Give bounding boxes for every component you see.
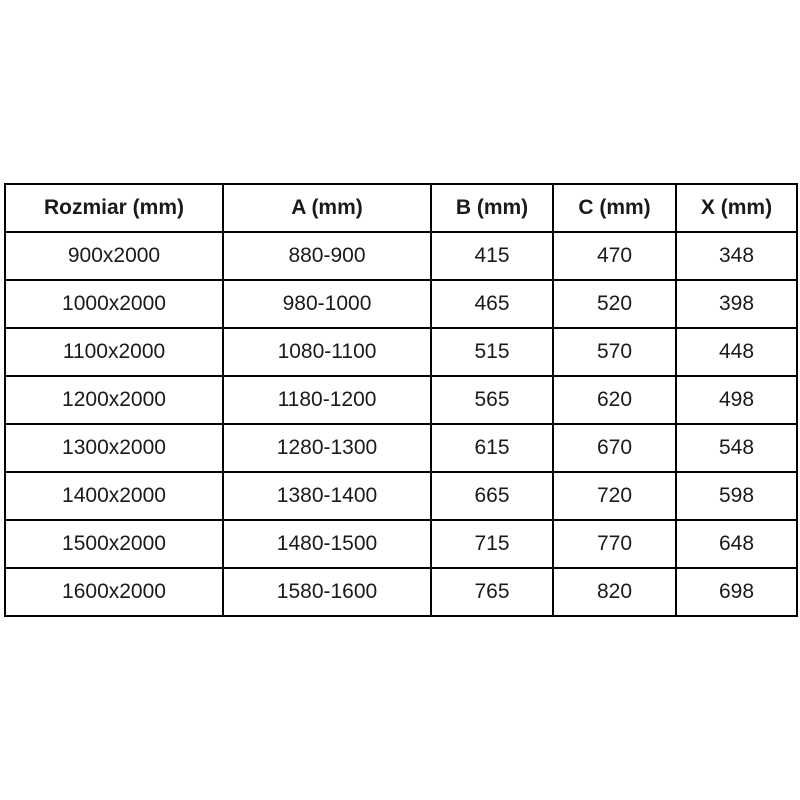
table-cell: 515 [430,327,554,377]
table-cell: 900x2000 [4,231,224,281]
table-row: 1500x2000 1480-1500 715 770 648 [4,519,798,569]
table-cell: 1580-1600 [222,567,432,617]
table-cell: 698 [675,567,798,617]
table-cell: 715 [430,519,554,569]
table-cell: 570 [552,327,677,377]
table-cell: 615 [430,423,554,473]
table-cell: 765 [430,567,554,617]
column-header-b: B (mm) [430,183,554,233]
header-row: Rozmiar (mm) A (mm) B (mm) C (mm) X (mm) [4,183,798,233]
table-cell: 820 [552,567,677,617]
table-cell: 648 [675,519,798,569]
table-row: 900x2000 880-900 415 470 348 [4,231,798,281]
column-header-c: C (mm) [552,183,677,233]
table-cell: 465 [430,279,554,329]
table-cell: 1180-1200 [222,375,432,425]
table-row: 1400x2000 1380-1400 665 720 598 [4,471,798,521]
table-cell: 1000x2000 [4,279,224,329]
table-cell: 1500x2000 [4,519,224,569]
table-cell: 520 [552,279,677,329]
column-header-a: A (mm) [222,183,432,233]
size-table-body: 900x2000 880-900 415 470 348 1000x2000 980-100… [4,231,798,617]
table-cell: 665 [430,471,554,521]
table-cell: 470 [552,231,677,281]
table-cell: 720 [552,471,677,521]
table-cell: 1480-1500 [222,519,432,569]
table-cell: 1600x2000 [4,567,224,617]
table-row: 1600x2000 1580-1600 765 820 698 [4,567,798,617]
table-cell: 1200x2000 [4,375,224,425]
table-cell: 880-900 [222,231,432,281]
table-cell: 770 [552,519,677,569]
table-cell: 1280-1300 [222,423,432,473]
table-cell: 548 [675,423,798,473]
table-row: 1100x2000 1080-1100 515 570 448 [4,327,798,377]
table-cell: 980-1000 [222,279,432,329]
size-table: Rozmiar (mm) A (mm) B (mm) C (mm) X (mm)… [4,183,798,617]
table-cell: 498 [675,375,798,425]
table-row: 1300x2000 1280-1300 615 670 548 [4,423,798,473]
column-header-x: X (mm) [675,183,798,233]
table-cell: 1100x2000 [4,327,224,377]
table-cell: 565 [430,375,554,425]
table-cell: 398 [675,279,798,329]
table-cell: 1080-1100 [222,327,432,377]
table-cell: 598 [675,471,798,521]
table-cell: 348 [675,231,798,281]
table-cell: 1380-1400 [222,471,432,521]
table-row: 1200x2000 1180-1200 565 620 498 [4,375,798,425]
table-cell: 620 [552,375,677,425]
table-cell: 1400x2000 [4,471,224,521]
table-row: 1000x2000 980-1000 465 520 398 [4,279,798,329]
table-cell: 670 [552,423,677,473]
table-cell: 1300x2000 [4,423,224,473]
table-cell: 415 [430,231,554,281]
table-cell: 448 [675,327,798,377]
column-header-rozmiar: Rozmiar (mm) [4,183,224,233]
